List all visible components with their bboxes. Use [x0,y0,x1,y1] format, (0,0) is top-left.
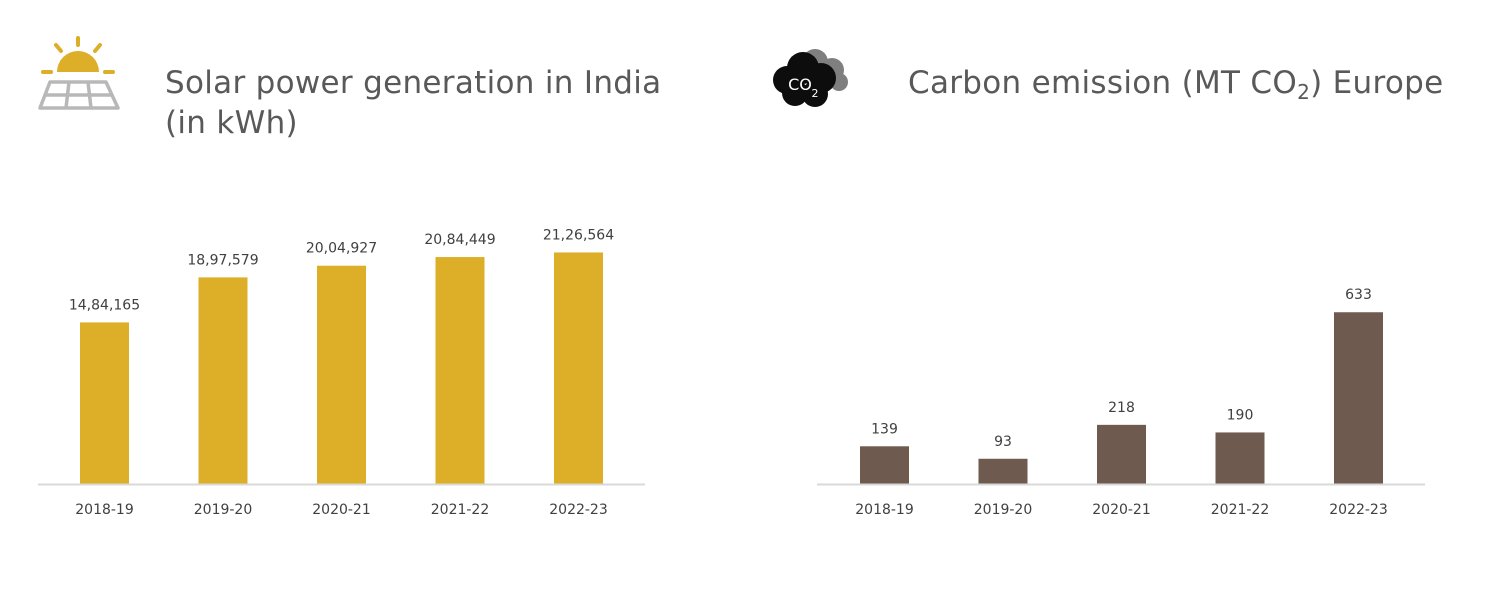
solar-chart-title-unit: (in kWh) [165,105,298,141]
carbon-value-label-2018-19: 139 [871,421,898,437]
solar-value-label-2018-19: 14,84,165 [69,297,140,313]
solar-bar-2019-20 [198,277,248,484]
solar-value-label-2019-20: 18,97,579 [187,252,258,268]
carbon-value-label-2022-23: 633 [1345,287,1372,303]
solar-bar-2018-19 [80,322,129,484]
carbon-bar-2018-19 [860,446,909,484]
solar-value-label-2020-21: 20,04,927 [306,241,377,257]
carbon-bar-2020-21 [1097,424,1146,484]
carbon-chart-title-suffix: ) Europe [1310,65,1444,101]
solar-bar-2021-22 [435,257,485,484]
carbon-chart-title-prefix: Carbon emission (MT CO [908,65,1298,101]
solar-x-tick-2020-21: 2020-21 [312,502,371,518]
co2-icon-subscript: 2 [812,87,819,100]
carbon-x-tick-2019-20: 2019-20 [974,502,1033,518]
carbon-chart-panel: CO 2 Carbon emission (MT CO2) Europe 139… [750,0,1500,601]
solar-bar-2022-23 [554,252,603,484]
carbon-bar-2019-20 [978,458,1028,484]
carbon-bar-chart: 139 2018-19 93 2019-20 218 2020-21 190 2021-22 6… [817,287,1425,518]
carbon-x-tick-2018-19: 2018-19 [855,502,914,518]
solar-x-tick-2021-22: 2021-22 [431,502,490,518]
solar-x-tick-2018-19: 2018-19 [75,502,134,518]
solar-chart-title-main: Solar power generation in India [165,65,662,101]
solar-panel-sun-icon [38,36,120,110]
solar-x-tick-2022-23: 2022-23 [549,502,608,518]
co2-cloud-icon: CO 2 [773,49,848,107]
carbon-chart-title: Carbon emission (MT CO2) Europe [908,63,1443,103]
solar-bar-2020-21 [317,265,366,484]
carbon-value-label-2020-21: 218 [1108,400,1135,416]
solar-chart-title: Solar power generation in India (in kWh) [165,63,661,143]
carbon-x-tick-2020-21: 2020-21 [1092,502,1151,518]
carbon-x-tick-2022-23: 2022-23 [1329,502,1388,518]
carbon-bar-2021-22 [1215,432,1265,484]
solar-x-tick-2019-20: 2019-20 [194,502,253,518]
carbon-value-label-2021-22: 190 [1227,407,1254,423]
solar-value-label-2021-22: 20,84,449 [424,232,495,248]
carbon-x-tick-2021-22: 2021-22 [1211,502,1270,518]
solar-bar-chart: 14,84,165 2018-19 18,97,579 2019-20 20,04,92… [38,227,645,518]
solar-value-label-2022-23: 21,26,564 [543,227,614,243]
solar-chart-panel: Solar power generation in India (in kWh)… [38,36,661,518]
carbon-bar-2022-23 [1334,312,1383,484]
carbon-value-label-2019-20: 93 [994,434,1012,450]
co2-icon-text: CO [788,75,812,94]
carbon-chart-title-subscript: 2 [1297,80,1311,104]
